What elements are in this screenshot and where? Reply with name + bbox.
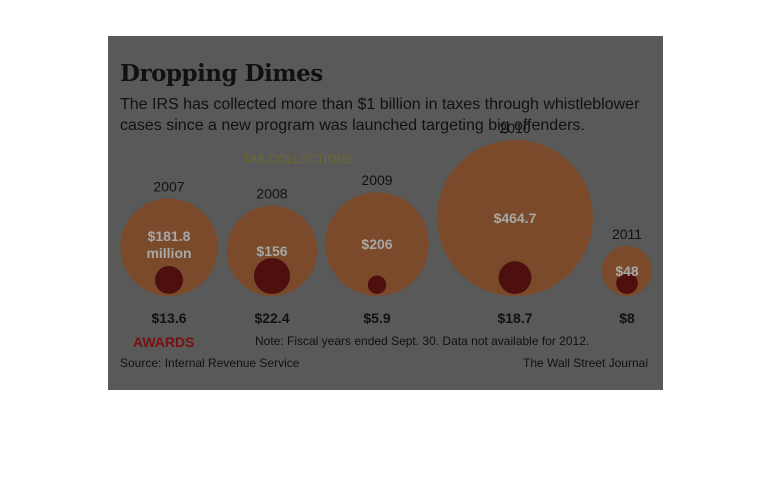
award-value-2007: $13.6 bbox=[151, 310, 186, 326]
source-credit: Source: Internal Revenue Service bbox=[120, 356, 300, 370]
footnote: Note: Fiscal years ended Sept. 30. Data … bbox=[255, 334, 590, 348]
collection-value-2007: $181.8 million bbox=[146, 228, 191, 261]
chart-panel: Dropping Dimes The IRS has collected mor… bbox=[108, 36, 663, 390]
awards-label: AWARDS bbox=[133, 334, 195, 350]
collection-bubble-2007 bbox=[120, 198, 218, 297]
year-label-2011: 2011 bbox=[612, 226, 642, 242]
award-bubble-2010 bbox=[498, 261, 532, 294]
award-bubble-2007 bbox=[155, 266, 183, 294]
award-value-2011: $8 bbox=[619, 310, 635, 326]
chart-subtitle: The IRS has collected more than $1 billi… bbox=[120, 96, 640, 134]
award-value-2010: $18.7 bbox=[497, 310, 532, 326]
collection-bubble-2009 bbox=[325, 192, 429, 296]
year-label-2009: 2009 bbox=[361, 172, 392, 188]
award-bubble-2009 bbox=[367, 275, 387, 294]
collection-value-2009: $206 bbox=[361, 236, 392, 252]
year-label-2008: 2008 bbox=[256, 186, 287, 202]
year-label-2007: 2007 bbox=[153, 178, 184, 194]
award-value-2009: $5.9 bbox=[363, 310, 390, 326]
bubbles-group: $181.8 million 2007 $13.6 $156 2008 $22.4 $206 2… bbox=[120, 120, 653, 326]
tax-collections-label: TAX COLLECTIONS bbox=[243, 152, 353, 166]
award-bubble-2011 bbox=[616, 272, 638, 294]
chart-title: Dropping Dimes bbox=[120, 60, 323, 87]
award-bubble-2008 bbox=[254, 258, 290, 294]
collection-bubble-2008 bbox=[226, 205, 318, 297]
publisher-credit: The Wall Street Journal bbox=[523, 356, 648, 370]
collection-bubble-2011 bbox=[601, 245, 653, 297]
collection-value-2010: $464.7 bbox=[494, 210, 537, 226]
collection-value-2011: $48 bbox=[615, 263, 639, 279]
year-label-2010: 2010 bbox=[499, 120, 530, 136]
award-value-2008: $22.4 bbox=[254, 310, 289, 326]
bubble-chart: TAX COLLECTIONS $181.8 million2007$13.6$1… bbox=[120, 120, 653, 326]
collection-bubble-2010 bbox=[437, 140, 593, 296]
collection-value-2008: $156 bbox=[256, 243, 287, 259]
